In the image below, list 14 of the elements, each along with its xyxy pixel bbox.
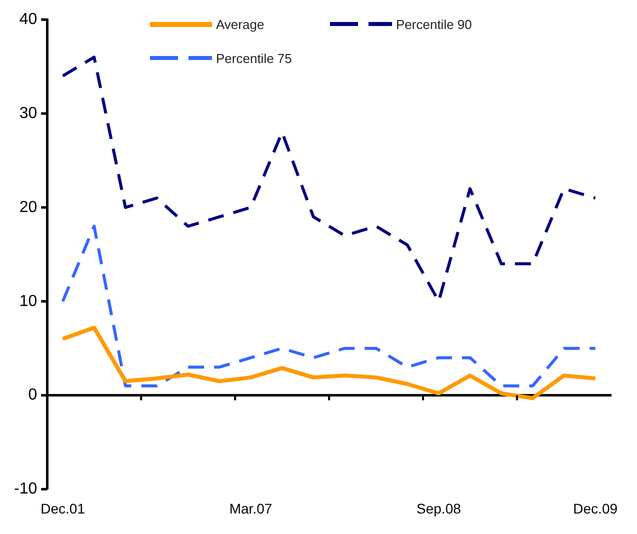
- y-tick-label: -10: [14, 480, 38, 498]
- y-tick-label: 0: [28, 386, 38, 404]
- y-tick-label: 20: [19, 198, 38, 216]
- line-series: [61, 224, 597, 388]
- x-tick-label: Sep.08: [416, 500, 462, 516]
- x-tick-label: Dec.01: [40, 500, 86, 516]
- legend-label: Percentile 75: [216, 50, 292, 66]
- y-tick-label: 10: [19, 292, 38, 310]
- y-tick-label: 30: [19, 104, 38, 122]
- legend-label: Average: [216, 16, 264, 32]
- x-tick-label: Mar.07: [229, 500, 272, 516]
- x-tick-label: Dec.09: [573, 500, 618, 516]
- legend-label: Percentile 90: [396, 16, 472, 32]
- y-tick-label: 40: [19, 11, 38, 28]
